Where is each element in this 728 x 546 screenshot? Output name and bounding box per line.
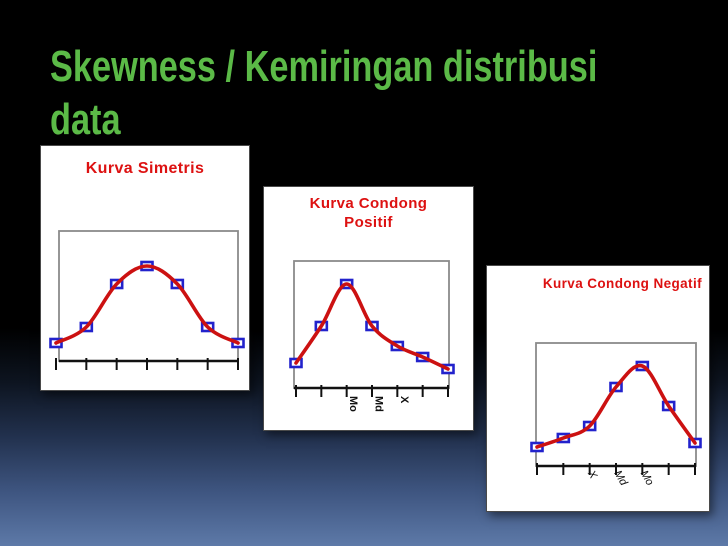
axis-label-md: Md bbox=[611, 469, 629, 489]
symmetric-curve-chart bbox=[49, 230, 245, 370]
axis-label-x: X bbox=[398, 396, 410, 404]
negative-skew-chart: X Md Mo bbox=[530, 342, 702, 489]
chart-title-positif: Kurva Condong Positif bbox=[264, 187, 473, 233]
axis-label-x: X bbox=[585, 468, 600, 482]
positive-skew-chart: Mo Md X bbox=[289, 260, 455, 412]
chart-card-condong-negatif: Kurva Condong Negatif X Md Mo bbox=[486, 265, 710, 512]
chart-card-kurva-simetris: Kurva Simetris bbox=[40, 145, 250, 391]
slide-title: Skewness / Kemiringan distribusi data bbox=[50, 40, 597, 146]
axis-label-md: Md bbox=[373, 396, 385, 412]
chart-card-condong-positif: Kurva Condong Positif Mo Md X bbox=[263, 186, 474, 431]
slide-title-line2: data bbox=[50, 95, 121, 144]
chart-title-simetris-text: Kurva Simetris bbox=[85, 160, 205, 177]
chart-title-positif-line1: Kurva Condong bbox=[309, 195, 428, 212]
distribution-curve bbox=[294, 282, 450, 371]
axis-label-mo: Mo bbox=[347, 396, 359, 412]
chart-title-negatif-text: Kurva Condong Negatif bbox=[542, 276, 702, 291]
chart-title-negatif: Kurva Condong Negatif bbox=[487, 266, 709, 293]
axis-label-mo: Mo bbox=[638, 469, 656, 488]
plot-area-border bbox=[58, 230, 239, 362]
slide-title-line1: Skewness / Kemiringan distribusi bbox=[50, 42, 598, 91]
distribution-curve bbox=[54, 264, 240, 345]
distribution-curve bbox=[535, 363, 697, 449]
chart-title-positif-line2: Positif bbox=[344, 213, 393, 231]
chart-title-simetris: Kurva Simetris bbox=[41, 146, 249, 179]
